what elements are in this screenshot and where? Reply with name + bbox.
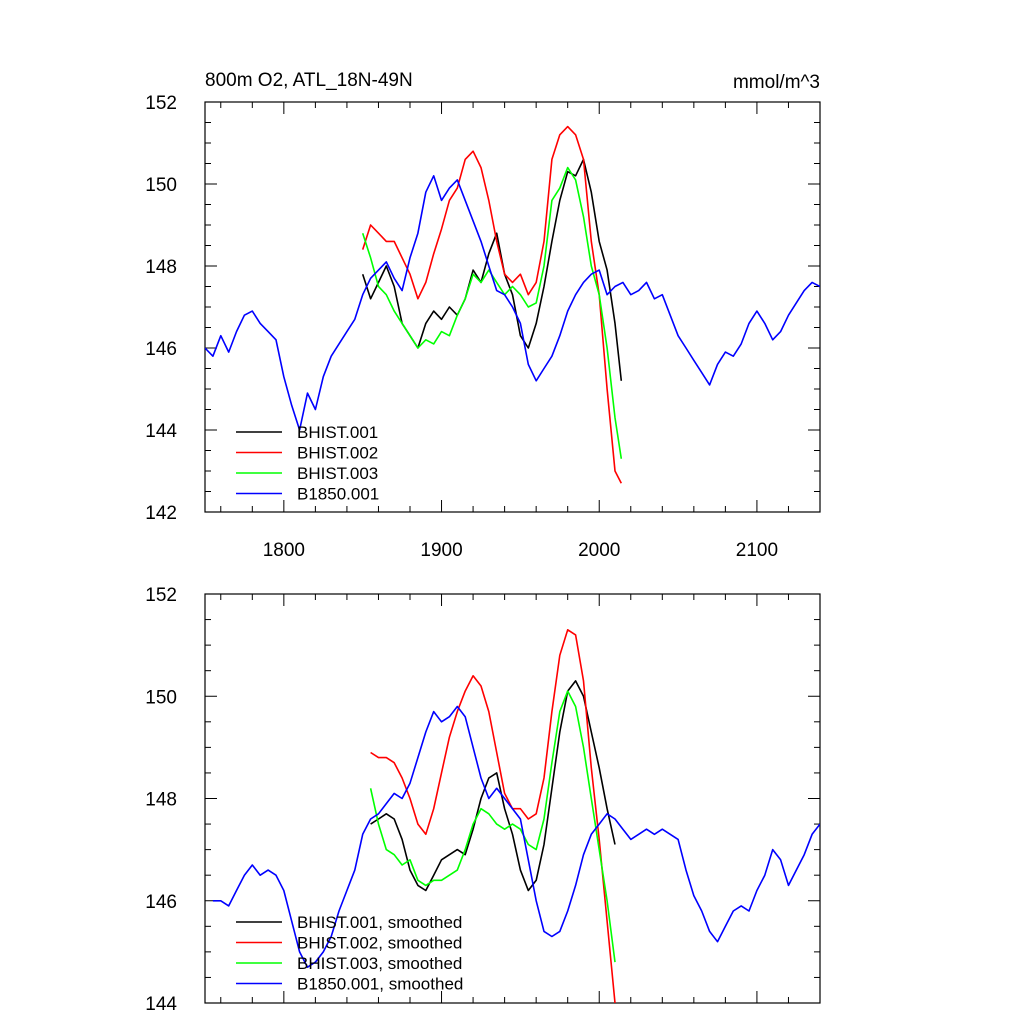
legend-entry: B1850.001, smoothed xyxy=(297,975,463,994)
series-line xyxy=(205,175,820,431)
chart-title: 800m O2, ATL_18N-49N xyxy=(205,70,413,91)
y-tick-label: 142 xyxy=(145,503,177,524)
series-line xyxy=(370,628,616,1003)
legend-entry: BHIST.001, smoothed xyxy=(297,913,462,932)
y-tick-label: 152 xyxy=(145,93,177,114)
y-tick-label: 148 xyxy=(145,257,177,278)
legend-entry: BHIST.001 xyxy=(297,423,378,442)
bottom-chart: 144 146 148 150 152 BHIST.001, smoothed BHIST.… xyxy=(145,585,821,1015)
y-tick-label: 144 xyxy=(145,994,177,1015)
y-tick-label: 146 xyxy=(145,892,177,913)
series-line xyxy=(212,705,820,969)
series-group xyxy=(205,125,820,484)
top-chart: 800m O2, ATL_18N-49N mmol/m^3 1800 1900 20… xyxy=(145,70,821,561)
series-line xyxy=(369,690,616,963)
x-tick-label: 1900 xyxy=(420,540,462,561)
y-tick-label: 150 xyxy=(145,687,177,708)
series-line xyxy=(361,158,623,381)
series-group xyxy=(212,628,820,1003)
x-tick-label: 1800 xyxy=(263,540,305,561)
y-tick-label: 148 xyxy=(145,790,177,811)
legend-entry: BHIST.003 xyxy=(297,464,378,483)
x-tick-label: 2100 xyxy=(736,540,778,561)
units-label: mmol/m^3 xyxy=(733,72,820,93)
legend-entry: BHIST.002, smoothed xyxy=(297,934,462,953)
series-line xyxy=(370,680,616,892)
y-tick-label: 150 xyxy=(145,175,177,196)
legend-entry: BHIST.003, smoothed xyxy=(297,954,462,973)
x-tick-label: 2000 xyxy=(578,540,620,561)
y-tick-label: 144 xyxy=(145,421,177,442)
legend-entry: B1850.001 xyxy=(297,485,379,504)
series-line xyxy=(361,166,623,459)
series-line xyxy=(361,125,623,484)
y-tick-label: 146 xyxy=(145,339,177,360)
y-tick-label: 152 xyxy=(145,585,177,606)
legend-entry: BHIST.002 xyxy=(297,444,378,463)
